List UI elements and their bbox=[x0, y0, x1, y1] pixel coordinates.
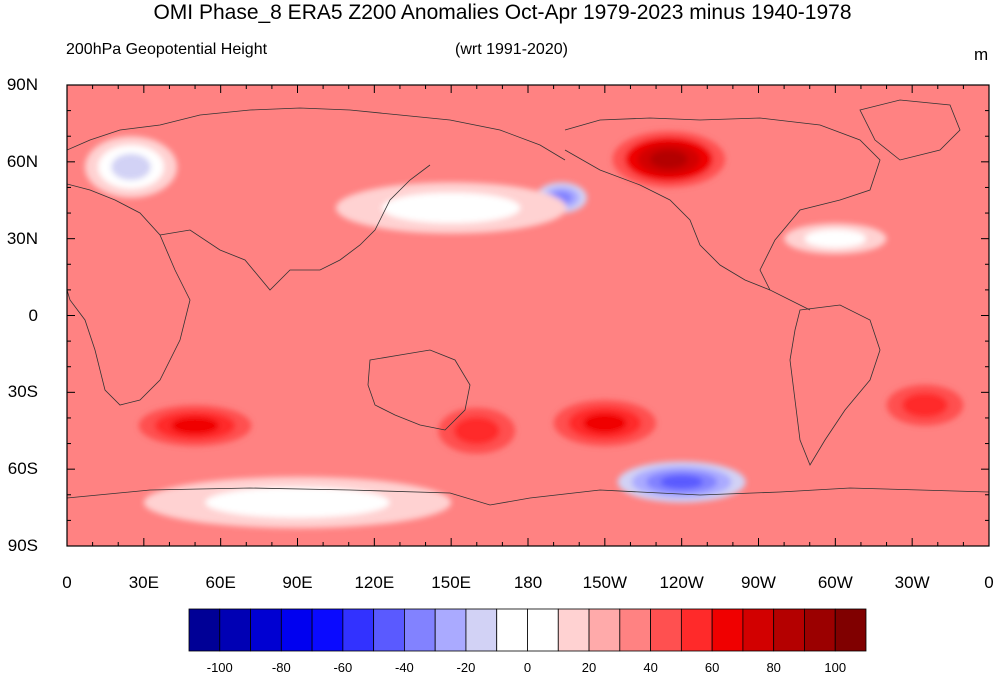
longitude-label: 60E bbox=[205, 573, 236, 592]
latitude-label: 60S bbox=[7, 459, 38, 479]
anomaly-region-2-level-1 bbox=[382, 192, 521, 224]
longitude-label: 30E bbox=[128, 573, 159, 592]
latitude-label: 90N bbox=[6, 75, 38, 94]
longitude-label: 0 bbox=[62, 573, 72, 592]
anomaly-region-7-level-1 bbox=[901, 392, 949, 418]
units-label: m bbox=[974, 45, 989, 64]
anomaly-region-4-level-2 bbox=[170, 416, 220, 435]
colorbar-label: -20 bbox=[456, 660, 476, 675]
plot-title: OMI Phase_8 ERA5 Z200 Anomalies Oct-Apr … bbox=[153, 1, 852, 24]
reference-period-label: (wrt 1991-2020) bbox=[455, 41, 568, 58]
colorbar-label: -60 bbox=[333, 660, 353, 675]
anomaly-region-3-level-3 bbox=[660, 475, 704, 489]
anomaly-region-8-level-1 bbox=[804, 229, 867, 248]
longitude-label: 150W bbox=[582, 573, 628, 592]
anomaly-region-0-level-3 bbox=[650, 149, 688, 169]
map-background-fill bbox=[67, 85, 989, 546]
coastlines bbox=[67, 99, 989, 506]
colorbar-label: 80 bbox=[766, 660, 781, 675]
colorbar-label: -80 bbox=[271, 660, 291, 675]
latitude-label: 0 bbox=[28, 305, 38, 325]
anomaly-region-5-level-2 bbox=[582, 413, 627, 433]
longitude-label: 90E bbox=[282, 573, 313, 592]
longitude-label: 60W bbox=[817, 573, 853, 592]
longitude-label: 30W bbox=[894, 573, 930, 592]
longitude-label: 120W bbox=[659, 573, 704, 592]
colorbar-label: 0 bbox=[523, 660, 532, 675]
anomaly-region-9-level-2 bbox=[111, 153, 151, 181]
colorbar-label: 60 bbox=[704, 660, 720, 675]
longitude-label: 0 bbox=[984, 573, 994, 592]
latitude-label: 60N bbox=[6, 151, 38, 171]
latitude-label: 30S bbox=[7, 382, 38, 402]
colorbar-label: 40 bbox=[643, 660, 658, 675]
colorbar-label: 100 bbox=[824, 660, 847, 675]
longitude-label: 150E bbox=[431, 573, 471, 592]
longitude-label: 90W bbox=[741, 573, 776, 592]
latitude-label: 30N bbox=[6, 228, 38, 248]
axis-ticks bbox=[66, 84, 990, 547]
colorbar-label: -100 bbox=[206, 660, 233, 675]
colorbar-label: 20 bbox=[581, 660, 597, 675]
anomaly-region-10-level-1 bbox=[205, 487, 390, 518]
anomaly-region-6-level-1 bbox=[453, 416, 500, 445]
longitude-label: 180 bbox=[513, 573, 543, 592]
longitude-label: 120E bbox=[354, 573, 395, 592]
latitude-label: 90S bbox=[7, 536, 38, 555]
colorbar-label: -40 bbox=[395, 660, 414, 675]
variable-label: 200hPa Geopotential Height bbox=[66, 41, 268, 58]
